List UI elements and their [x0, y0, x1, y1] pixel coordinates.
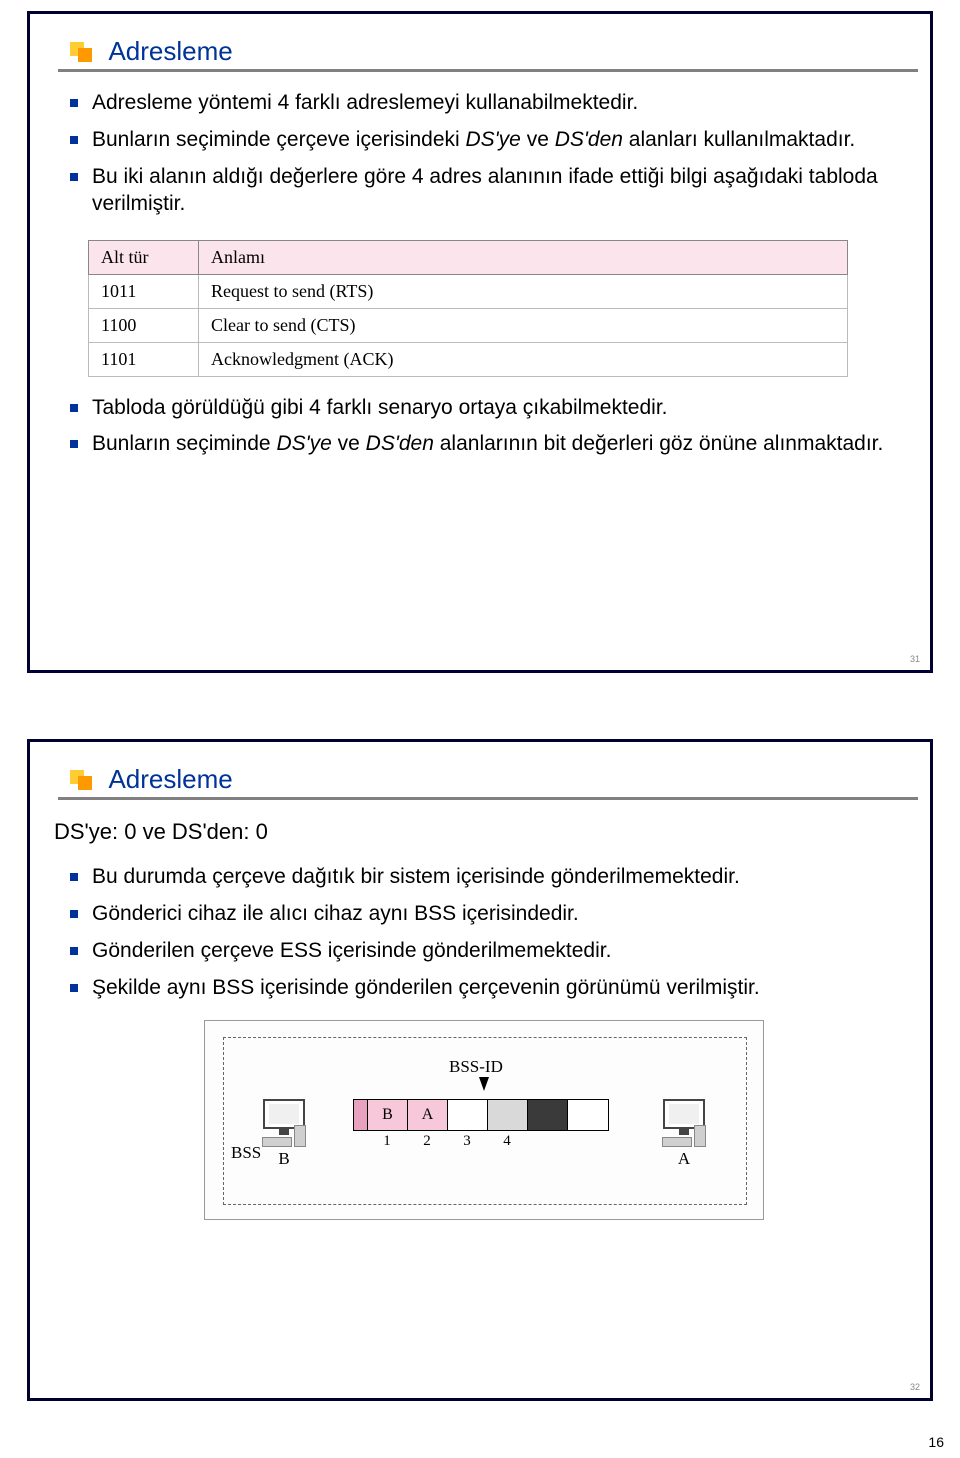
- pc-left-label: B: [255, 1149, 313, 1169]
- bullet-marker-icon: [70, 910, 78, 918]
- bullet-text: Bunların seçiminde DS'ye ve DS'den alanl…: [92, 431, 883, 458]
- bullet-marker-icon: [70, 440, 78, 448]
- table-cell: Acknowledgment (ACK): [199, 342, 848, 376]
- bullet-marker-icon: [70, 136, 78, 144]
- bullets: Bu durumda çerçeve dağıtık bir sistem iç…: [70, 864, 894, 1002]
- bullet-text: Şekilde aynı BSS içerisinde gönderilen ç…: [92, 975, 760, 1002]
- bullet-item: Gönderilen çerçeve ESS içerisinde gönder…: [70, 938, 894, 965]
- frame-cell: [488, 1100, 528, 1130]
- bullet-item: Bu iki alanın aldığı değerlere göre 4 ad…: [70, 164, 894, 218]
- slide-title: Adresleme: [108, 764, 232, 795]
- frame-cell: A: [408, 1100, 448, 1130]
- frame-number: 3: [447, 1133, 487, 1150]
- title-icon: [66, 38, 100, 66]
- slide-1: Adresleme Adresleme yöntemi 4 farklı adr…: [27, 11, 933, 673]
- slide-title-block: Adresleme: [66, 36, 930, 72]
- title-icon: [66, 766, 100, 794]
- table-row: 1101Acknowledgment (ACK): [89, 342, 848, 376]
- pc-right: A: [655, 1099, 713, 1169]
- frame-numbers: 1234: [353, 1133, 607, 1150]
- frame-number: 2: [407, 1133, 447, 1150]
- table-header: Alt tür: [89, 240, 199, 274]
- bullet-item: Gönderici cihaz ile alıcı cihaz aynı BSS…: [70, 901, 894, 928]
- slide-page-number: 32: [910, 1382, 920, 1392]
- document-page-number: 16: [928, 1434, 944, 1450]
- bullet-marker-icon: [70, 404, 78, 412]
- bullet-marker-icon: [70, 99, 78, 107]
- bullet-text: Gönderici cihaz ile alıcı cihaz aynı BSS…: [92, 901, 579, 928]
- table-header: Anlamı: [199, 240, 848, 274]
- frame-structure: BA: [353, 1099, 609, 1131]
- bullets-bottom: Tabloda görüldüğü gibi 4 farklı senaryo …: [70, 395, 894, 459]
- frame-number: 1: [367, 1133, 407, 1150]
- frame-cell: B: [368, 1100, 408, 1130]
- bssid-label: BSS-ID: [449, 1057, 503, 1077]
- table: Alt türAnlamı 1011Request to send (RTS)1…: [88, 240, 848, 377]
- bullet-item: Adresleme yöntemi 4 farklı adreslemeyi k…: [70, 90, 894, 117]
- arrow-down-icon: [479, 1077, 489, 1091]
- slide-title-block: Adresleme: [66, 764, 930, 800]
- slide-page-number: 31: [910, 654, 920, 664]
- bullet-text: Tabloda görüldüğü gibi 4 farklı senaryo …: [92, 395, 668, 422]
- frame-cell: [528, 1100, 568, 1130]
- frame-cell: [354, 1100, 368, 1130]
- bullet-text: Bunların seçiminde çerçeve içerisindeki …: [92, 127, 855, 154]
- bullet-text: Bu iki alanın aldığı değerlere göre 4 ad…: [92, 164, 894, 218]
- bullet-marker-icon: [70, 873, 78, 881]
- slide-2: Adresleme DS'ye: 0 ve DS'den: 0 Bu durum…: [27, 739, 933, 1401]
- frame-number: [353, 1133, 367, 1150]
- bullet-item: Bunların seçiminde çerçeve içerisindeki …: [70, 127, 894, 154]
- table-cell: Clear to send (CTS): [199, 308, 848, 342]
- table-cell: 1101: [89, 342, 199, 376]
- subsection-heading: DS'ye: 0 ve DS'den: 0: [54, 819, 268, 844]
- bullet-item: Şekilde aynı BSS içerisinde gönderilen ç…: [70, 975, 894, 1002]
- table-row: 1100Clear to send (CTS): [89, 308, 848, 342]
- bullet-item: Bu durumda çerçeve dağıtık bir sistem iç…: [70, 864, 894, 891]
- slide-title: Adresleme: [108, 36, 232, 67]
- bullet-item: Tabloda görüldüğü gibi 4 farklı senaryo …: [70, 395, 894, 422]
- table-row: 1011Request to send (RTS): [89, 274, 848, 308]
- bullet-item: Bunların seçiminde DS'ye ve DS'den alanl…: [70, 431, 894, 458]
- frame-cell: [448, 1100, 488, 1130]
- bullet-marker-icon: [70, 173, 78, 181]
- bullet-text: Adresleme yöntemi 4 farklı adreslemeyi k…: [92, 90, 638, 117]
- pc-left: B: [255, 1099, 313, 1169]
- table-cell: Request to send (RTS): [199, 274, 848, 308]
- bullet-text: Bu durumda çerçeve dağıtık bir sistem iç…: [92, 864, 740, 891]
- bullets-top: Adresleme yöntemi 4 farklı adreslemeyi k…: [70, 90, 894, 218]
- diagram: BSS BSS-ID B A BA 1234: [204, 1020, 764, 1220]
- table-cell: 1100: [89, 308, 199, 342]
- frame-cell: [568, 1100, 608, 1130]
- frame-number: [527, 1133, 567, 1150]
- title-underline: [58, 69, 918, 72]
- pc-right-label: A: [655, 1149, 713, 1169]
- frame-number: [567, 1133, 607, 1150]
- frame-number: 4: [487, 1133, 527, 1150]
- title-underline: [58, 797, 918, 800]
- bullet-marker-icon: [70, 984, 78, 992]
- bullet-marker-icon: [70, 947, 78, 955]
- bullet-text: Gönderilen çerçeve ESS içerisinde gönder…: [92, 938, 611, 965]
- table-cell: 1011: [89, 274, 199, 308]
